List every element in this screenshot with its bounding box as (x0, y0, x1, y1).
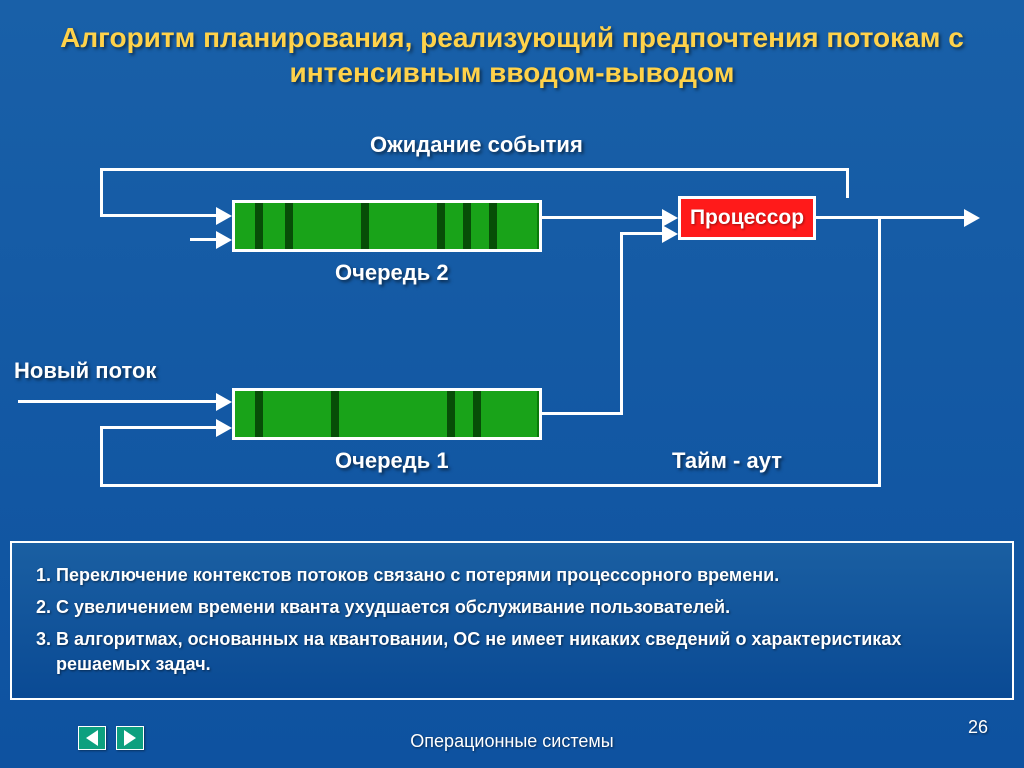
queue-segment (455, 391, 473, 437)
label-waiting: Ожидание события (370, 132, 583, 158)
queue-gap (447, 391, 455, 437)
label-new-thread: Новый поток (14, 358, 156, 384)
queue-segment (235, 203, 255, 249)
page-number: 26 (968, 717, 988, 738)
arrow-right-icon (662, 225, 678, 243)
queue-segment (471, 203, 489, 249)
line (100, 168, 849, 171)
arrow-right-icon (216, 419, 232, 437)
notes-box: Переключение контекстов потоков связано … (10, 541, 1014, 700)
queue-segment (235, 391, 255, 437)
queue-gap (473, 391, 481, 437)
queue-gap (489, 203, 497, 249)
arrow-right-icon (964, 209, 980, 227)
queue-gap (255, 203, 263, 249)
label-queue2: Очередь 2 (335, 260, 449, 286)
queue-gap (437, 203, 445, 249)
label-queue1: Очередь 1 (335, 448, 449, 474)
note-item: Переключение контекстов потоков связано … (56, 563, 994, 587)
note-item: В алгоритмах, основанных на квантовании,… (56, 627, 994, 676)
processor-box: Процессор (678, 196, 816, 240)
queue-gap (285, 203, 293, 249)
arrow-right-icon (216, 231, 232, 249)
queue-segment (263, 391, 331, 437)
notes-list: Переключение контекстов потоков связано … (56, 563, 994, 676)
queue-gap (331, 391, 339, 437)
queue-segment (293, 203, 361, 249)
queue-segment (481, 391, 537, 437)
queue-2 (232, 200, 542, 252)
line (542, 216, 664, 219)
footer-label: Операционные системы (0, 731, 1024, 752)
queue-segment (369, 203, 437, 249)
queue-segment (339, 391, 447, 437)
label-timeout: Тайм - аут (672, 448, 782, 474)
line (620, 232, 623, 415)
line (542, 412, 622, 415)
line (100, 168, 103, 216)
arrow-right-icon (216, 207, 232, 225)
arrow-right-icon (216, 393, 232, 411)
line (100, 426, 103, 487)
line (846, 168, 849, 198)
queue-segment (445, 203, 463, 249)
line (620, 232, 664, 235)
slide-title: Алгоритм планирования, реализующий предп… (0, 20, 1024, 90)
queue-1 (232, 388, 542, 440)
queue-gap (463, 203, 471, 249)
queue-gap (361, 203, 369, 249)
line (100, 484, 881, 487)
processor-label: Процессор (690, 206, 804, 230)
note-item: С увеличением времени кванта ухудшается … (56, 595, 994, 619)
queue-gap (255, 391, 263, 437)
queue-segment (497, 203, 537, 249)
queue-segment (263, 203, 285, 249)
line (18, 400, 218, 403)
line (190, 238, 218, 241)
line (878, 216, 881, 486)
line (816, 216, 966, 219)
line (100, 426, 218, 429)
line (100, 214, 218, 217)
